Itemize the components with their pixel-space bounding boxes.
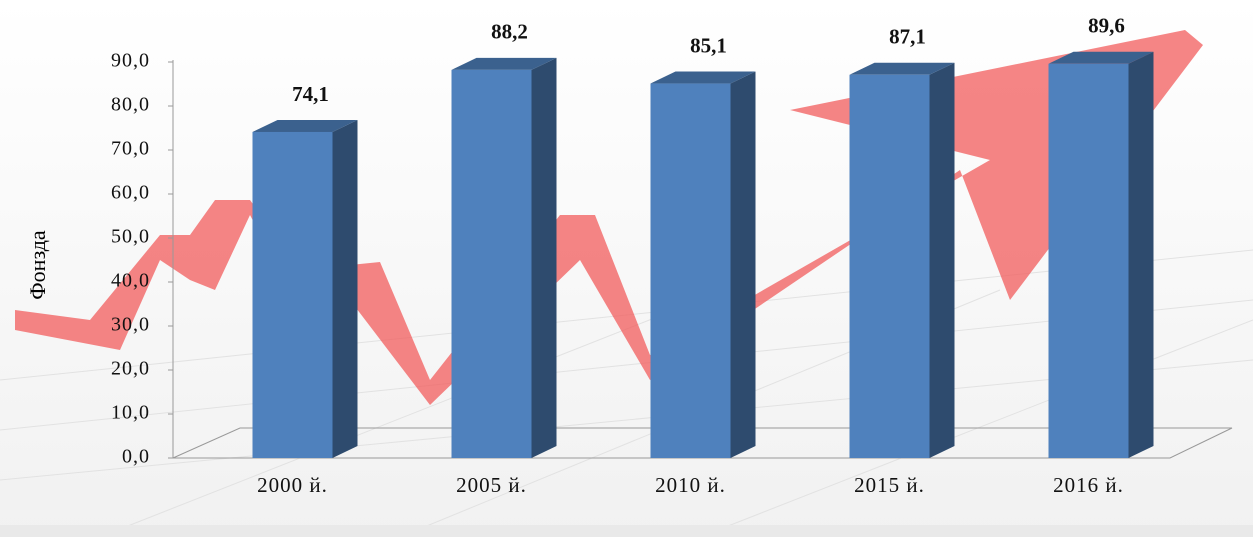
y-tick-label: 10,0 (111, 402, 150, 424)
bar (849, 74, 930, 458)
value-label: 88,2 (491, 20, 528, 44)
footer-bar (0, 525, 1253, 537)
y-axis-label: Фонзда (25, 230, 50, 300)
bar-top (451, 57, 557, 70)
y-tick-label: 80,0 (111, 94, 150, 116)
bar-side (929, 62, 955, 458)
bar-side (531, 57, 557, 459)
y-tick-label: 70,0 (111, 138, 150, 160)
value-label: 87,1 (889, 25, 926, 49)
y-tick-label: 50,0 (111, 226, 150, 248)
x-tick-label: 2015 й. (854, 473, 925, 497)
bar (1048, 63, 1129, 458)
bar-top (1048, 51, 1154, 64)
value-label: 85,1 (690, 33, 727, 57)
bar-side (1128, 51, 1154, 458)
bar-top (252, 119, 358, 132)
floor (172, 427, 1233, 459)
y-tick-label: 20,0 (111, 358, 150, 380)
bar-top (650, 71, 756, 84)
y-tick-label: 0,0 (122, 446, 150, 468)
y-tick-label: 30,0 (111, 314, 150, 336)
bar-top (849, 62, 955, 75)
x-tick-label: 2000 й. (257, 473, 328, 497)
bar (252, 131, 333, 458)
y-tick-label: 90,0 (111, 50, 150, 72)
y-tick-label: 40,0 (111, 270, 150, 292)
x-tick-label: 2005 й. (456, 473, 527, 497)
x-tick-label: 2016 й. (1053, 473, 1124, 497)
bar (451, 69, 532, 459)
y-tick-label: 60,0 (111, 182, 150, 204)
bar (650, 83, 731, 458)
bar-side (332, 119, 358, 459)
bar-side (730, 71, 756, 458)
value-label: 74,1 (292, 82, 329, 106)
value-label: 89,6 (1088, 14, 1125, 38)
x-tick-label: 2010 й. (655, 473, 726, 497)
